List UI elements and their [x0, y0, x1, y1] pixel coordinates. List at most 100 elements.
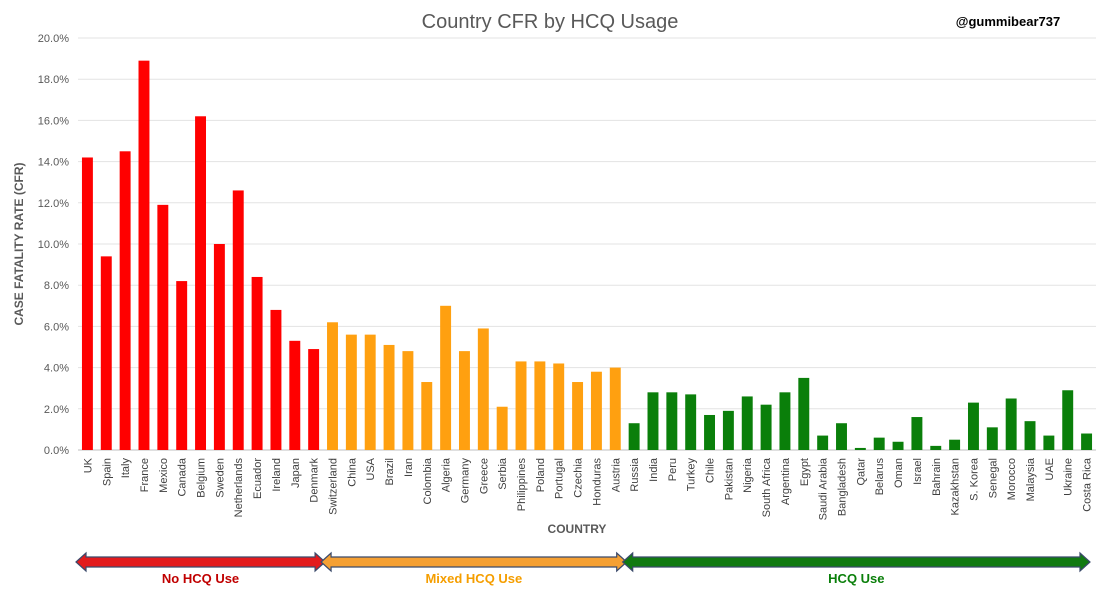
bar-denmark [308, 349, 320, 450]
x-tick-label: Belarus [874, 458, 886, 496]
y-tick-label: 18.0% [38, 74, 69, 86]
x-tick-label: USA [365, 457, 377, 480]
bar-egypt [798, 377, 810, 450]
bar-argentina [779, 392, 791, 450]
x-tick-label: Serbia [497, 457, 509, 490]
x-tick-label: Ecuador [252, 458, 264, 499]
x-tick-label: Russia [629, 457, 641, 492]
bar-honduras [590, 371, 602, 450]
y-tick-label: 12.0% [38, 198, 69, 210]
x-tick-label: Malaysia [1025, 457, 1037, 501]
x-tick-label: Belgium [196, 458, 208, 498]
bars [81, 60, 1093, 451]
bar-bangladesh [836, 423, 847, 450]
bar-switzerland [327, 322, 338, 450]
x-tick-label: Iran [403, 458, 415, 477]
x-tick-label: Bangladesh [837, 458, 849, 516]
x-tick-label: Canada [177, 457, 189, 496]
bar-germany [458, 351, 470, 450]
group-arrow [75, 551, 326, 573]
x-tick-label: Italy [120, 458, 132, 479]
x-tick-label: Qatar [855, 458, 867, 486]
group-label: Mixed HCQ Use [425, 571, 522, 586]
x-tick-label: Philippines [516, 458, 528, 512]
x-tick-label: China [346, 457, 358, 487]
bar-chile [704, 414, 716, 450]
bar-nigeria [741, 396, 753, 450]
y-tick-label: 0.0% [44, 445, 69, 457]
group-arrows: No HCQ Use Mixed HCQ Use HCQ Use [75, 551, 1091, 586]
bar-belgium [195, 116, 207, 450]
x-tick-label: Japan [290, 458, 302, 488]
x-tick-label: Mexico [158, 458, 170, 493]
bar-brazil [383, 344, 395, 450]
bar-poland [534, 361, 546, 450]
y-tick-label: 4.0% [44, 363, 69, 375]
group-arrow [621, 551, 1091, 573]
y-axis: 0.0% 2.0% 4.0% 6.0% 8.0% 10.0% 12.0% 14.0% 16.0%… [38, 33, 69, 457]
bar-serbia [496, 406, 508, 450]
bar-pakistan [722, 410, 734, 450]
group-label: HCQ Use [828, 571, 884, 586]
x-tick-label: Turkey [686, 458, 698, 492]
y-tick-label: 10.0% [38, 239, 69, 251]
x-tick-label: Colombia [422, 457, 434, 504]
x-tick-label: Oman [893, 458, 905, 488]
bar-belarus [873, 437, 885, 450]
bar-ecuador [251, 276, 263, 450]
x-tick-label: Kazakhstan [950, 458, 962, 515]
bar-saudi-arabia [817, 435, 829, 450]
bar-greece [477, 328, 489, 450]
bar-peru [666, 392, 678, 450]
bar-ireland [270, 309, 282, 450]
gridlines [78, 37, 1096, 451]
x-tick-label: Austria [610, 457, 622, 492]
bar-uk [81, 157, 93, 451]
y-tick-label: 16.0% [38, 115, 69, 127]
bar-s-korea [967, 402, 979, 450]
group-label: No HCQ Use [162, 571, 239, 586]
x-tick-label: Czechia [573, 457, 585, 498]
bar-usa [364, 334, 376, 450]
bar-china [345, 334, 357, 450]
bar-canada [176, 281, 188, 450]
x-tick-label: Sweden [214, 458, 226, 498]
x-axis-label: COUNTRY [548, 522, 607, 536]
x-tick-label: Egypt [799, 458, 811, 486]
x-tick-label: Poland [535, 458, 547, 492]
x-tick-label: UK [82, 457, 94, 473]
x-tick-label: Ukraine [1063, 458, 1075, 496]
bar-south-africa [760, 404, 772, 450]
y-tick-label: 8.0% [44, 280, 69, 292]
x-tick-label: Honduras [591, 458, 603, 506]
x-tick-label: India [648, 457, 660, 482]
x-tick-label: Senegal [987, 458, 999, 498]
bar-senegal [986, 427, 998, 450]
bar-india [647, 392, 659, 450]
y-tick-label: 14.0% [38, 157, 69, 169]
bar-ukraine [1062, 390, 1074, 450]
x-tick-label: Netherlands [233, 458, 245, 518]
x-tick-label: Argentina [780, 457, 792, 505]
bar-spain [100, 256, 112, 450]
bar-italy [119, 151, 131, 451]
bar-oman [892, 441, 904, 450]
bar-sweden [213, 244, 225, 450]
bar-colombia [421, 382, 433, 450]
x-tick-label: Ireland [271, 458, 283, 492]
bar-netherlands [232, 190, 244, 450]
author-handle: @gummibear737 [956, 14, 1060, 29]
x-tick-label: S. Korea [968, 457, 980, 501]
x-tick-label: Switzerland [328, 458, 340, 515]
y-tick-label: 20.0% [38, 33, 69, 45]
bar-russia [628, 423, 640, 450]
bar-uae [1043, 435, 1055, 450]
x-tick-label: Nigeria [742, 457, 754, 493]
x-tick-label: Israel [912, 458, 924, 485]
x-tick-label: Portugal [554, 458, 566, 499]
bar-czechia [572, 382, 584, 450]
bar-malaysia [1024, 421, 1036, 450]
bar-morocco [1005, 398, 1017, 450]
x-tick-label: Greece [478, 458, 490, 494]
